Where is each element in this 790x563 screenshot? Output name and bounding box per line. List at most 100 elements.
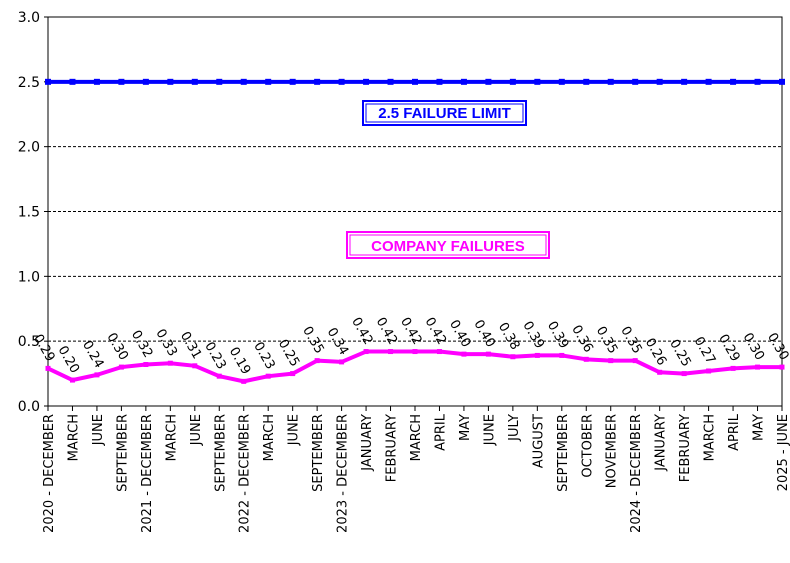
limit-point: [509, 78, 516, 85]
axes: 0.0 0.5 1.0 1.5 2.0 2.5 3.0 2020 - DECEMBER MARC…: [18, 10, 790, 533]
data-label: 0.24: [79, 338, 106, 371]
data-label: 0.25: [275, 337, 302, 370]
x-tick-label: 2025 - JUNE: [776, 414, 790, 491]
limit-point: [779, 78, 785, 85]
x-tick-label: MAY: [752, 414, 767, 441]
limit-point: [705, 78, 712, 85]
company-point: [510, 354, 516, 360]
data-label: 0.27: [691, 334, 718, 367]
company-point: [339, 359, 345, 365]
company-point: [69, 377, 75, 383]
x-tick-label: MARCH: [409, 414, 424, 461]
data-label: 0.34: [324, 325, 351, 358]
company-point: [485, 351, 491, 357]
limit-point: [754, 78, 761, 85]
data-label: 0.31: [177, 329, 204, 362]
company-point: [681, 371, 687, 377]
y-tick-label: 3.0: [18, 10, 40, 26]
company-point: [167, 360, 173, 366]
limit-label-box: 2.5 FAILURE LIMIT: [362, 100, 527, 126]
limit-point: [93, 78, 100, 85]
limit-point: [191, 78, 198, 85]
company-point: [730, 365, 736, 371]
data-label: 0.20: [55, 343, 82, 376]
y-tick-label: 1.5: [18, 205, 40, 221]
data-label: 0.38: [495, 320, 522, 353]
company-point: [632, 358, 638, 364]
data-label: 0.42: [348, 315, 375, 348]
data-label: 0.40: [446, 318, 473, 351]
limit-point: [558, 78, 565, 85]
company-point: [461, 351, 467, 357]
data-label: 0.42: [397, 315, 424, 348]
data-label: 0.40: [470, 318, 497, 351]
x-tick-label: MAY: [458, 414, 473, 441]
limit-point: [681, 78, 688, 85]
x-tick-label: OCTOBER: [580, 414, 595, 478]
data-label: 0.36: [568, 323, 595, 356]
company-point: [118, 364, 124, 370]
x-tick-label: MARCH: [703, 414, 718, 461]
x-tick-label: FEBRUARY: [678, 414, 693, 482]
limit-point: [534, 78, 541, 85]
data-label: 0.30: [103, 331, 130, 364]
x-tick-label: JUNE: [482, 414, 497, 446]
company-point: [559, 352, 565, 358]
data-label: 0.42: [422, 315, 449, 348]
limit-label: 2.5 FAILURE LIMIT: [378, 105, 511, 122]
company-point: [314, 358, 320, 364]
company-point: [657, 369, 663, 375]
x-tick-label: JULY: [507, 414, 522, 442]
limit-point: [142, 78, 149, 85]
x-tick-label: AUGUST: [531, 414, 546, 468]
x-tick-label: SEPTEMBER: [311, 414, 326, 492]
x-tick-label: JUNE: [91, 414, 106, 446]
company-series-line: [47, 349, 782, 384]
data-label: 0.25: [666, 337, 693, 370]
x-tick-label: SEPTEMBER: [556, 414, 571, 492]
limit-point: [412, 78, 418, 85]
data-label: 0.35: [299, 324, 326, 357]
limit-point: [485, 78, 492, 85]
company-point: [143, 362, 149, 368]
data-label: 0.30: [764, 331, 790, 364]
y-tick-label: 1.0: [18, 269, 40, 285]
x-tick-label: MARCH: [66, 414, 81, 461]
limit-point: [69, 78, 76, 85]
company-point: [241, 378, 247, 384]
limit-point: [240, 78, 247, 85]
data-label: 0.42: [373, 315, 400, 348]
limit-point: [632, 78, 639, 85]
x-tick-label: APRIL: [727, 413, 742, 451]
limit-point: [363, 78, 370, 85]
limit-point: [607, 78, 614, 85]
limit-point: [338, 78, 345, 85]
x-tick-label: JANUARY: [654, 414, 669, 472]
company-point: [755, 364, 761, 370]
data-label: 0.35: [593, 324, 620, 357]
data-label: 0.26: [642, 336, 669, 369]
company-point: [706, 368, 712, 374]
x-tick-label: MARCH: [164, 414, 179, 461]
x-tick-label: JUNE: [189, 414, 204, 446]
data-label: 0.19: [226, 345, 253, 378]
data-label: 0.23: [201, 340, 228, 373]
company-point: [779, 364, 785, 370]
y-tick-label: 2.5: [18, 75, 40, 91]
limit-point: [583, 78, 590, 85]
company-label: COMPANY FAILURES: [371, 238, 525, 255]
data-label: 0.23: [250, 340, 277, 373]
data-label: 0.30: [740, 331, 767, 364]
x-tick-label: SEPTEMBER: [115, 414, 130, 492]
company-point: [583, 356, 589, 362]
limit-point: [167, 78, 174, 85]
company-point: [192, 363, 198, 369]
x-tick-label: SEPTEMBER: [213, 414, 228, 492]
x-tick-label: 2024 - DECEMBER: [629, 414, 644, 533]
company-point: [265, 373, 271, 379]
limit-point: [656, 78, 663, 85]
x-tick-label: APRIL: [433, 413, 448, 451]
company-label-box: COMPANY FAILURES: [346, 231, 550, 259]
